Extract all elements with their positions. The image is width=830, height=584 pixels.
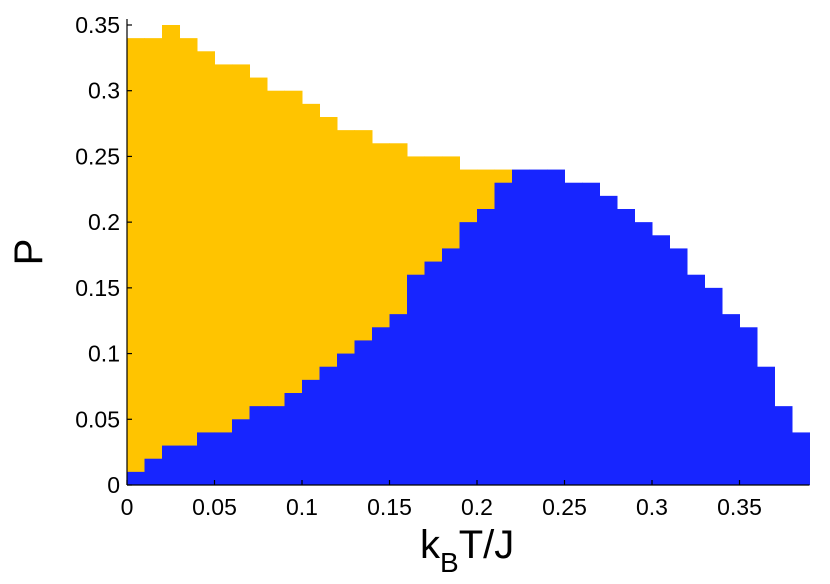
lower-region-bin bbox=[337, 353, 355, 485]
y-tick-label: 0.15 bbox=[75, 275, 120, 301]
upper-region-bin bbox=[197, 51, 215, 485]
lower-region-bin bbox=[459, 222, 478, 485]
lower-region-bin bbox=[179, 445, 198, 485]
x-axis-label-subscript: B bbox=[440, 547, 459, 578]
lower-region-bin bbox=[687, 274, 705, 485]
lower-region-bin bbox=[634, 222, 653, 485]
lower-region-bin bbox=[162, 445, 180, 485]
x-tick-label: 0.3 bbox=[636, 494, 668, 520]
upper-region-bin bbox=[127, 38, 145, 485]
upper-region-bin bbox=[179, 38, 198, 485]
lower-region-bin bbox=[302, 379, 320, 485]
plot-area bbox=[127, 24, 810, 486]
x-tick-label: 0.05 bbox=[192, 494, 237, 520]
lower-region-bin bbox=[372, 327, 390, 485]
lower-region-bin bbox=[232, 419, 250, 485]
y-tick-label: 0 bbox=[107, 472, 120, 498]
x-axis-label-rest: T/J bbox=[459, 523, 515, 567]
lower-region-bin bbox=[249, 406, 268, 485]
y-tick-label: 0.35 bbox=[75, 12, 120, 38]
y-axis-ticks: 0 0.05 0.1 0.15 0.2 0.25 0.3 0.35 bbox=[75, 12, 132, 498]
upper-region-bin bbox=[249, 77, 268, 485]
lower-region-bin bbox=[529, 169, 548, 485]
upper-region-bin bbox=[232, 64, 250, 485]
lower-region-bin bbox=[792, 432, 810, 485]
lower-region-bin bbox=[267, 406, 285, 485]
y-tick-label: 0.2 bbox=[88, 209, 120, 235]
lower-region-bin bbox=[652, 235, 670, 485]
lower-region-bin bbox=[757, 366, 775, 485]
lower-region-bin bbox=[389, 314, 408, 485]
upper-region-bin bbox=[284, 90, 303, 486]
lower-region-bin bbox=[407, 274, 425, 485]
lower-region-bin bbox=[704, 287, 723, 485]
lower-region-bin bbox=[547, 169, 565, 485]
lower-region-bin bbox=[319, 366, 338, 485]
lower-region-bin bbox=[722, 314, 740, 485]
lower-region-bin bbox=[564, 182, 583, 485]
y-tick-label: 0.3 bbox=[88, 78, 120, 104]
lower-region-bin bbox=[582, 182, 600, 485]
lower-region-bin bbox=[599, 195, 618, 485]
y-axis-label: P bbox=[7, 239, 51, 266]
axes bbox=[126, 18, 810, 486]
lower-region-bin bbox=[494, 182, 513, 485]
lower-region-bin bbox=[127, 471, 145, 485]
upper-region-bin bbox=[267, 90, 285, 486]
x-tick-label: 0.2 bbox=[461, 494, 493, 520]
upper-region-bin bbox=[162, 24, 180, 486]
x-tick-label: 0.25 bbox=[542, 494, 587, 520]
lower-region-bin bbox=[774, 406, 793, 485]
y-tick-label: 0.1 bbox=[88, 341, 120, 367]
lower-region-bin bbox=[144, 458, 163, 485]
lower-region-bin bbox=[214, 432, 233, 485]
lower-region-bin bbox=[617, 208, 635, 485]
x-tick-label: 0.15 bbox=[367, 494, 412, 520]
lower-region-bin bbox=[197, 432, 215, 485]
x-tick-label: 0 bbox=[121, 494, 134, 520]
lower-region-bin bbox=[354, 340, 373, 485]
x-axis-label-k: k bbox=[420, 523, 441, 567]
upper-region-bin bbox=[214, 64, 233, 485]
x-axis-label: kBT/J bbox=[420, 523, 514, 578]
x-tick-label: 0.35 bbox=[717, 494, 762, 520]
upper-region-bin bbox=[144, 38, 163, 485]
lower-region-bin bbox=[424, 261, 443, 485]
y-tick-label: 0.05 bbox=[75, 406, 120, 432]
x-axis-ticks: 0 0.05 0.1 0.15 0.2 0.25 0.3 0.35 bbox=[121, 480, 762, 520]
lower-region-bin bbox=[739, 327, 758, 485]
lower-region-bin bbox=[669, 248, 688, 485]
lower-region-bin bbox=[442, 248, 460, 485]
y-tick-label: 0.25 bbox=[75, 143, 120, 169]
x-tick-label: 0.1 bbox=[286, 494, 318, 520]
lower-region-bin bbox=[284, 392, 303, 485]
lower-region-bin bbox=[512, 169, 530, 485]
lower-region-bin bbox=[477, 208, 495, 485]
